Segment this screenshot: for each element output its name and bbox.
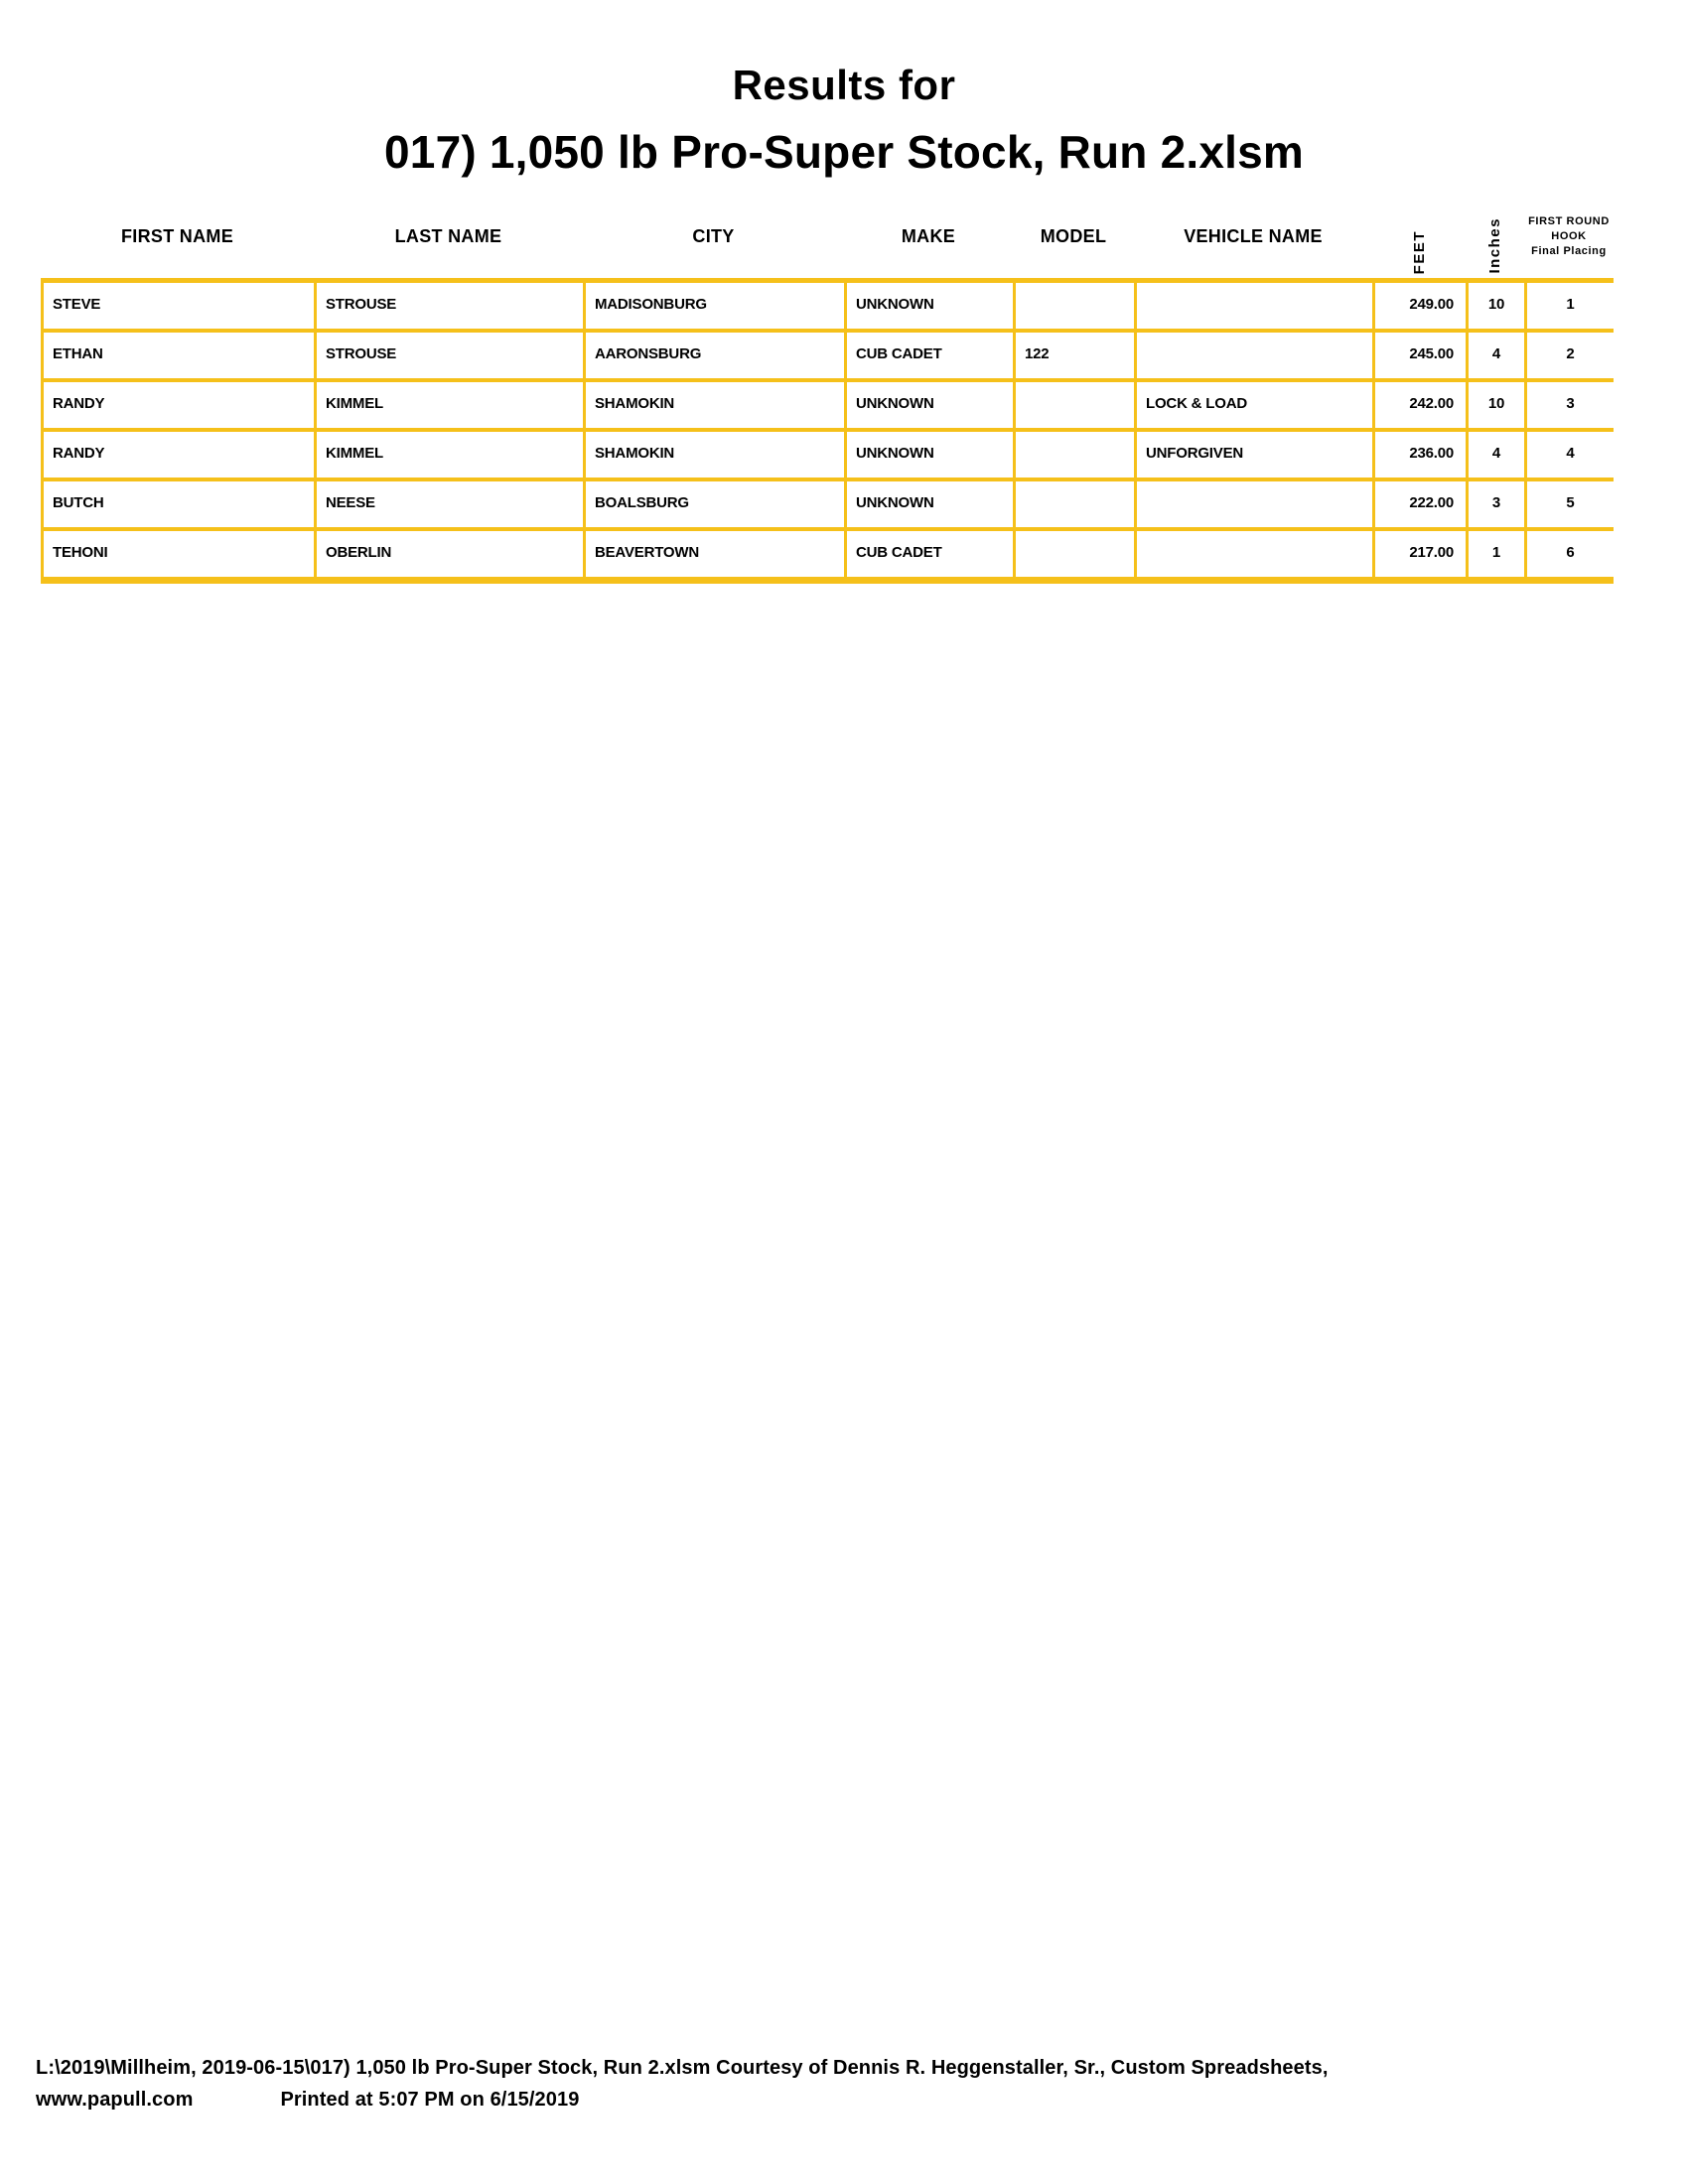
cell-first-name: TEHONI [41, 531, 314, 577]
cell-feet: 242.00 [1372, 382, 1466, 428]
column-header-make: MAKE [901, 226, 956, 246]
page-footer: L:\2019\Millheim, 2019-06-15\017) 1,050 … [36, 2057, 1644, 2112]
table-row: TEHONI OBERLIN BEAVERTOWN CUB CADET 217.00 1 6 [41, 531, 1614, 584]
cell-feet: 245.00 [1372, 333, 1466, 378]
column-header-model: MODEL [1040, 226, 1107, 246]
cell-first-name: BUTCH [41, 481, 314, 527]
cell-placing: 6 [1524, 531, 1614, 577]
footer-line-2: www.papull.com Printed at 5:07 PM on 6/15… [36, 2089, 1644, 2112]
cell-vehicle-name [1134, 333, 1372, 378]
column-header-last-name: LAST NAME [394, 226, 502, 246]
cell-make: CUB CADET [844, 333, 1013, 378]
cell-city: MADISONBURG [583, 283, 844, 329]
cell-placing: 5 [1524, 481, 1614, 527]
cell-inches: 4 [1466, 333, 1524, 378]
table-row: STEVE STROUSE MADISONBURG UNKNOWN 249.00 10 1 [41, 283, 1614, 333]
column-header-city: CITY [692, 226, 735, 246]
cell-inches: 4 [1466, 432, 1524, 478]
footer-file-path-and-credit: L:\2019\Millheim, 2019-06-15\017) 1,050 … [36, 2057, 1329, 2079]
results-table: FIRST NAME LAST NAME CITY MAKE MODEL VEH… [41, 196, 1614, 584]
cell-city: BOALSBURG [583, 481, 844, 527]
cell-placing: 1 [1524, 283, 1614, 329]
cell-last-name: STROUSE [314, 333, 583, 378]
table-row: BUTCH NEESE BOALSBURG UNKNOWN 222.00 3 5 [41, 481, 1614, 531]
cell-model [1013, 432, 1134, 478]
cell-vehicle-name [1134, 481, 1372, 527]
cell-model [1013, 382, 1134, 428]
page-subtitle: 017) 1,050 lb Pro-Super Stock, Run 2.xls… [384, 126, 1304, 178]
cell-first-name: STEVE [41, 283, 314, 329]
footer-website: www.papull.com [36, 2089, 194, 2111]
cell-city: SHAMOKIN [583, 432, 844, 478]
page-title: Results for [732, 62, 956, 108]
cell-make: CUB CADET [844, 531, 1013, 577]
cell-make: UNKNOWN [844, 382, 1013, 428]
cell-make: UNKNOWN [844, 481, 1013, 527]
cell-feet: 222.00 [1372, 481, 1466, 527]
cell-model [1013, 481, 1134, 527]
cell-last-name: KIMMEL [314, 382, 583, 428]
cell-vehicle-name [1134, 283, 1372, 329]
cell-model [1013, 283, 1134, 329]
cell-city: SHAMOKIN [583, 382, 844, 428]
cell-model [1013, 531, 1134, 577]
cell-make: UNKNOWN [844, 283, 1013, 329]
cell-inches: 10 [1466, 283, 1524, 329]
cell-last-name: STROUSE [314, 283, 583, 329]
column-header-inches: Inches [1486, 217, 1503, 274]
cell-last-name: NEESE [314, 481, 583, 527]
cell-inches: 3 [1466, 481, 1524, 527]
column-header-first-name: FIRST NAME [121, 226, 233, 246]
cell-feet: 217.00 [1372, 531, 1466, 577]
cell-city: AARONSBURG [583, 333, 844, 378]
cell-vehicle-name [1134, 531, 1372, 577]
cell-placing: 2 [1524, 333, 1614, 378]
table-header-row: FIRST NAME LAST NAME CITY MAKE MODEL VEH… [41, 196, 1614, 283]
cell-first-name: RANDY [41, 432, 314, 478]
cell-inches: 1 [1466, 531, 1524, 577]
cell-vehicle-name: UNFORGIVEN [1134, 432, 1372, 478]
column-header-vehicle-name: VEHICLE NAME [1184, 226, 1323, 246]
cell-feet: 249.00 [1372, 283, 1466, 329]
table-row: RANDY KIMMEL SHAMOKIN UNKNOWN LOCK & LOAD 242… [41, 382, 1614, 432]
cell-model: 122 [1013, 333, 1134, 378]
cell-inches: 10 [1466, 382, 1524, 428]
column-header-final-placing: FIRST ROUND HOOK Final Placing [1528, 215, 1610, 257]
cell-first-name: ETHAN [41, 333, 314, 378]
cell-last-name: OBERLIN [314, 531, 583, 577]
cell-city: BEAVERTOWN [583, 531, 844, 577]
cell-last-name: KIMMEL [314, 432, 583, 478]
table-row: RANDY KIMMEL SHAMOKIN UNKNOWN UNFORGIVEN 236.… [41, 432, 1614, 481]
cell-feet: 236.00 [1372, 432, 1466, 478]
cell-vehicle-name: LOCK & LOAD [1134, 382, 1372, 428]
cell-placing: 4 [1524, 432, 1614, 478]
table-body: STEVE STROUSE MADISONBURG UNKNOWN 249.00 10 1 E… [41, 283, 1614, 584]
cell-first-name: RANDY [41, 382, 314, 428]
cell-placing: 3 [1524, 382, 1614, 428]
table-row: ETHAN STROUSE AARONSBURG CUB CADET 122 245.00… [41, 333, 1614, 382]
column-header-feet: FEET [1410, 229, 1428, 274]
cell-make: UNKNOWN [844, 432, 1013, 478]
footer-printed-timestamp: Printed at 5:07 PM on 6/15/2019 [280, 2089, 580, 2111]
